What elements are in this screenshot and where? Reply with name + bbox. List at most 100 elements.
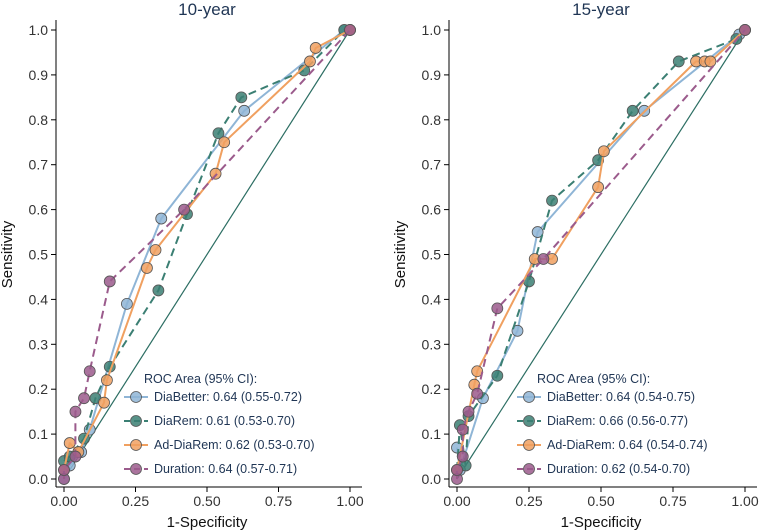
chart-15-year-legend-key-marker — [523, 439, 535, 451]
chart-10-year-y-tick-label: 0.3 — [29, 336, 49, 352]
chart-10-year-series-diabetter-point — [155, 212, 168, 225]
chart-10-year-series-duration-point — [69, 450, 82, 463]
chart-10-year-series-ad-diarem-point — [304, 55, 316, 68]
chart-10-year-series-ad-diarem-point — [98, 396, 110, 409]
chart-10-year-series-duration-point — [178, 203, 191, 216]
chart-10-year-series-diarem-point — [235, 91, 248, 104]
chart-15-year-series-duration-point — [456, 423, 469, 436]
chart-10-year-series-ad-diarem-point — [101, 374, 113, 387]
chart-15-year-series-duration-point — [739, 24, 751, 36]
chart-10-year-legend-entry: Ad-DiaRem: 0.62 (0.53-0.70) — [154, 438, 315, 452]
chart-15-year-series-duration-point — [451, 464, 463, 476]
chart-10-year-x-tick-label: 0.25 — [122, 493, 149, 509]
chart-10-year-series-diarem-point — [152, 284, 165, 297]
chart-15-year-x-axis-title: 1-Specificity — [561, 514, 642, 531]
chart-10-year-legend-key-marker — [130, 415, 142, 427]
chart-15-year-x-tick-label: 0.00 — [443, 493, 470, 509]
chart-15-year-series-diarem-point — [626, 104, 639, 117]
chart-15-year-legend-title: ROC Area (95% CI): — [537, 372, 650, 386]
chart-15-year-series-diarem-line — [456, 29, 746, 471]
chart-15-year-series-ad-diarem-line — [456, 29, 746, 471]
chart-10-year-series-ad-diarem-point — [141, 262, 153, 274]
chart-15-year-reference-line — [456, 29, 746, 480]
chart-15-year-legend-key-marker — [523, 463, 535, 475]
chart-15-year-y-tick-label: 0.9 — [422, 67, 442, 83]
chart-15-year-series-diabetter-line — [456, 29, 746, 471]
chart-15-year-series-diarem-point — [546, 194, 558, 207]
chart-10-year-title: 10-year — [178, 0, 236, 19]
chart-10-year-legend-entry: DiaBetter: 0.64 (0.55-0.72) — [154, 390, 302, 404]
chart-10-year-y-tick-label: 0.5 — [29, 247, 49, 263]
chart-15-year-legend-key-marker — [523, 415, 535, 427]
chart-15-year-series-diarem-point — [672, 55, 685, 68]
chart-15-year-y-tick-label: 0.6 — [422, 202, 442, 218]
chart-10-year-series-duration-point — [78, 392, 90, 405]
chart-10-year-y-tick-label: 0.0 — [29, 471, 49, 487]
chart-15-year-y-axis-title: Sensitivity — [392, 220, 409, 288]
chart-10-year-series-duration-point — [103, 275, 116, 288]
chart-10-year-x-tick-label: 0.50 — [193, 493, 220, 509]
chart-15-year-series-diabetter-point — [511, 324, 524, 337]
chart-10-year-y-tick-label: 0.9 — [29, 67, 49, 83]
chart-10-year-legend-key-marker — [130, 463, 142, 475]
chart-15-year-legend-entry: DiaBetter: 0.64 (0.54-0.75) — [547, 390, 695, 404]
chart-15-year-series-ad-diarem-point — [592, 181, 605, 194]
chart-15-year-y-tick-label: 0.8 — [422, 112, 442, 128]
chart-10-year-series-duration-point — [69, 405, 82, 418]
chart-10-year-x-axis-title: 1-Specificity — [167, 514, 248, 531]
chart-10-year-series-diarem-point — [298, 64, 311, 77]
chart-15-year-legend-entry: DiaRem: 0.66 (0.56-0.77) — [547, 414, 688, 428]
chart-10-year-series-duration-point — [83, 365, 96, 378]
chart-15-year-series-diarem-point — [592, 154, 605, 167]
chart-15-year-series-ad-diarem-point — [597, 145, 610, 158]
chart-10-year-legend-key-marker — [130, 391, 142, 403]
chart-15-year-series-duration-point — [462, 405, 475, 418]
chart-10-year-y-tick-label: 0.6 — [29, 202, 49, 218]
chart-15-year-series-ad-diarem-point — [704, 55, 717, 68]
chart-10-year-x-tick-label: 0.75 — [265, 493, 292, 509]
chart-15-year-series-ad-diarem-point — [471, 365, 484, 378]
chart-15-year-x-tick-label: 0.50 — [587, 493, 614, 509]
chart-15-year-series-diarem-point — [491, 369, 504, 382]
chart-10-year-legend: ROC Area (95% CI): DiaBetter: 0.64 (0.55-… — [124, 372, 315, 476]
chart-15-year-x-tick-label: 0.25 — [515, 493, 542, 509]
chart-15-year-y-tick-label: 0.7 — [422, 157, 442, 173]
chart-10-year-y-tick-label: 0.4 — [29, 291, 49, 307]
chart-10-year-legend-entry: DiaRem: 0.61 (0.53-0.70) — [154, 414, 295, 428]
chart-15-year-y-tick-label: 0.5 — [422, 247, 442, 263]
chart-15-year-series-duration-point — [491, 302, 504, 315]
chart-10-year-series-duration-point — [58, 464, 70, 476]
chart-15-year-series-diabetter-point — [531, 226, 544, 238]
chart-15-year-y-tick-label: 0.0 — [422, 471, 442, 487]
chart-10-year-series-diarem-point — [212, 127, 225, 140]
chart-10-year-series-ad-diarem-point — [309, 42, 322, 54]
chart-15-year-x-tick-label: 0.75 — [659, 493, 686, 509]
chart-10-year-series-ad-diarem-point — [149, 244, 162, 256]
chart-15-year-legend-entry: Ad-DiaRem: 0.64 (0.54-0.74) — [547, 438, 708, 452]
chart-10-year: 10-year 0.0 0.1 0.2 0.3 0.4 0.5 0.6 0.7 0.8 0.9 1.0… — [0, 0, 364, 531]
chart-10-year-y-axis-title: Sensitivity — [0, 220, 16, 288]
chart-10-year-series-diabetter-point — [238, 104, 251, 117]
chart-10-year-legend-title: ROC Area (95% CI): — [144, 372, 257, 386]
chart-15-year: 15-year 0.0 0.1 0.2 0.3 0.4 0.5 0.6 0.7 0.8 0.9 1.0… — [392, 0, 759, 531]
chart-15-year-y-tick-label: 0.4 — [422, 291, 442, 307]
chart-15-year-series-duration-point — [456, 450, 469, 463]
chart-10-year-reference-line — [63, 29, 351, 480]
chart-15-year-series-duration-point — [471, 387, 484, 400]
chart-15-year-y-tick-label: 1.0 — [422, 22, 442, 38]
chart-10-year-series-diabetter-point — [121, 297, 133, 310]
chart-15-year-y-tick-label: 0.2 — [422, 381, 442, 397]
chart-10-year-series-ad-diarem-point — [63, 437, 76, 449]
chart-15-year-legend: ROC Area (95% CI): DiaBetter: 0.64 (0.54-… — [517, 372, 708, 476]
chart-10-year-series-duration-point — [344, 24, 356, 36]
chart-15-year-legend-key-marker — [523, 391, 535, 403]
chart-10-year-legend-key-marker — [130, 439, 142, 451]
chart-15-year-series-duration-point — [537, 253, 550, 265]
chart-15-year-title: 15-year — [572, 0, 630, 19]
chart-10-year-x-tick-label: 0.00 — [50, 493, 77, 509]
chart-10-year-y-tick-label: 0.8 — [29, 112, 49, 128]
chart-15-year-legend-entry: Duration: 0.62 (0.54-0.70) — [547, 462, 690, 476]
chart-10-year-y-tick-label: 0.2 — [29, 381, 49, 397]
chart-10-year-series-ad-diarem-point — [209, 167, 222, 180]
